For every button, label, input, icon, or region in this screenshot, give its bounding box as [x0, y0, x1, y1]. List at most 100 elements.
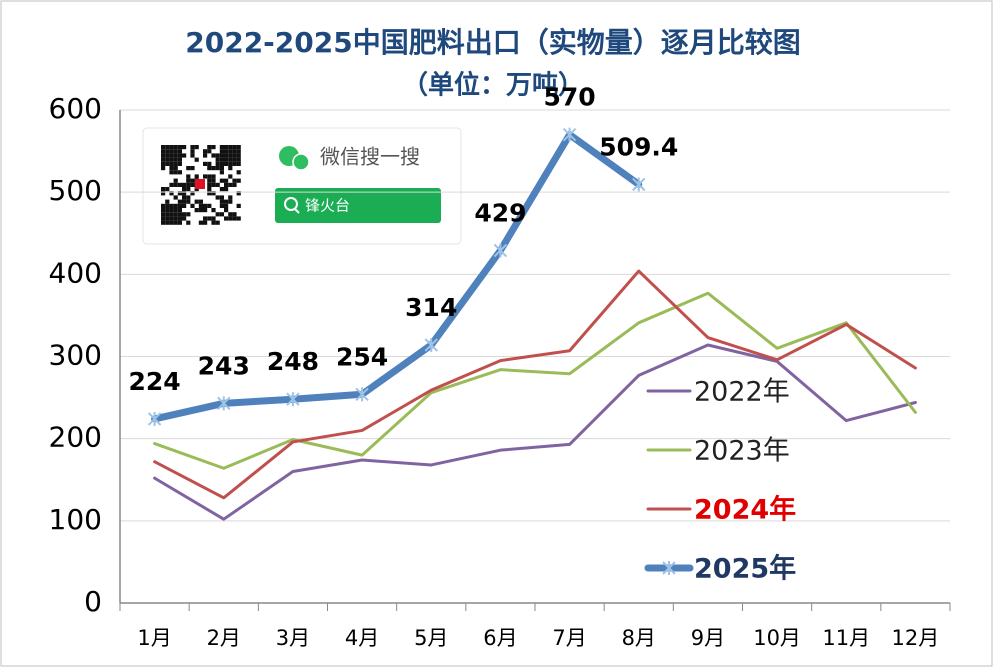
- qr-cell: [228, 212, 233, 217]
- qr-cell: [165, 203, 170, 208]
- qr-cell: [182, 212, 187, 217]
- qr-cell: [161, 161, 166, 166]
- qr-cell: [236, 153, 241, 158]
- qr-cell: [232, 178, 237, 183]
- series-line: [153, 269, 917, 500]
- qr-cell: [182, 203, 187, 208]
- qr-cell: [224, 153, 229, 158]
- qr-cell: [161, 166, 166, 171]
- data-label: 429: [474, 199, 526, 228]
- wechat-icon: [292, 153, 310, 171]
- qr-cell: [190, 203, 195, 208]
- qr-cell: [177, 191, 182, 196]
- qr-cell: [177, 203, 182, 208]
- qr-cell: [173, 220, 178, 225]
- qr-cell: [228, 149, 233, 154]
- qr-cell: [219, 145, 224, 150]
- data-label: 224: [128, 367, 180, 396]
- qr-cell: [161, 220, 166, 225]
- qr-cell: [232, 157, 237, 162]
- qr-cell: [211, 220, 216, 225]
- qr-cell: [165, 220, 170, 225]
- x-tick-label: 6月: [483, 626, 517, 650]
- qr-cell: [224, 178, 229, 183]
- qr-cell: [211, 145, 216, 150]
- qr-cell: [165, 216, 170, 221]
- qr-cell: [198, 208, 203, 213]
- qr-cell: [190, 191, 195, 196]
- qr-cell: [190, 149, 195, 154]
- qr-cell: [219, 157, 224, 162]
- qr-cell: [177, 216, 182, 221]
- qr-cell: [161, 187, 166, 192]
- qr-cell: [232, 182, 237, 187]
- qr-cell: [165, 199, 170, 204]
- legend-label: 2025年: [694, 553, 796, 585]
- qr-cell: [236, 170, 241, 175]
- qr-cell: [165, 187, 170, 192]
- marker: [493, 243, 508, 258]
- legend-label: 2022年: [694, 377, 790, 408]
- qr-cell: [186, 199, 191, 204]
- qr-cell: [211, 166, 216, 171]
- search-box: [275, 188, 441, 223]
- qr-cell: [173, 166, 178, 171]
- x-tick-label: 2月: [207, 626, 241, 650]
- qr-cell: [224, 203, 229, 208]
- qr-cell: [161, 203, 166, 208]
- qr-cell: [203, 153, 208, 158]
- qr-cell: [211, 153, 216, 158]
- x-tick-label: 3月: [276, 626, 310, 650]
- qr-cell: [177, 208, 182, 213]
- qr-cell: [169, 208, 174, 213]
- qr-cell: [173, 212, 178, 217]
- qr-cell: [182, 216, 187, 221]
- qr-cell: [177, 199, 182, 204]
- qr-cell: [190, 178, 195, 183]
- qr-cell: [169, 170, 174, 175]
- qr-cell: [211, 208, 216, 213]
- chart-title: 2022-2025中国肥料出口（实物量）逐月比较图: [185, 26, 800, 59]
- qr-cell: [215, 161, 220, 166]
- qr-cell: [236, 157, 241, 162]
- qr-cell: [186, 212, 191, 217]
- qr-cell: [182, 182, 187, 187]
- qr-cell: [232, 161, 237, 166]
- qr-cell: [177, 153, 182, 158]
- qr-cell: [228, 182, 233, 187]
- search-icon: [294, 208, 300, 214]
- qr-cell: [207, 203, 212, 208]
- qr-cell: [224, 145, 229, 150]
- qr-cell: [228, 145, 233, 150]
- series-line: [153, 291, 917, 470]
- x-tick-label: 9月: [691, 626, 725, 650]
- qr-cell: [169, 157, 174, 162]
- qr-cell: [194, 157, 199, 162]
- y-tick-label: 200: [49, 421, 102, 454]
- qr-cell: [198, 199, 203, 204]
- qr-cell: [169, 220, 174, 225]
- qr-cell: [211, 216, 216, 221]
- marker: [424, 337, 438, 352]
- qr-cell: [232, 145, 237, 150]
- qr-cell: [169, 212, 174, 217]
- qr-cell: [219, 187, 224, 192]
- legend-label: 2024年: [694, 494, 796, 526]
- qr-cell: [177, 145, 182, 150]
- qr-cell: [211, 182, 216, 187]
- qr-cell: [182, 153, 187, 158]
- qr-cell: [177, 149, 182, 154]
- qr-cell: [161, 157, 166, 162]
- qr-cell: [194, 174, 199, 179]
- qr-cell: [198, 203, 203, 208]
- legend-marker: [662, 561, 676, 575]
- qr-cell: [169, 149, 174, 154]
- qr-cell: [190, 153, 195, 158]
- qr-cell: [182, 195, 187, 200]
- qr-cell: [228, 199, 233, 204]
- qr-cell: [211, 178, 216, 183]
- qr-cell: [194, 187, 199, 192]
- qr-cell: [228, 153, 233, 158]
- qr-cell: [161, 191, 166, 196]
